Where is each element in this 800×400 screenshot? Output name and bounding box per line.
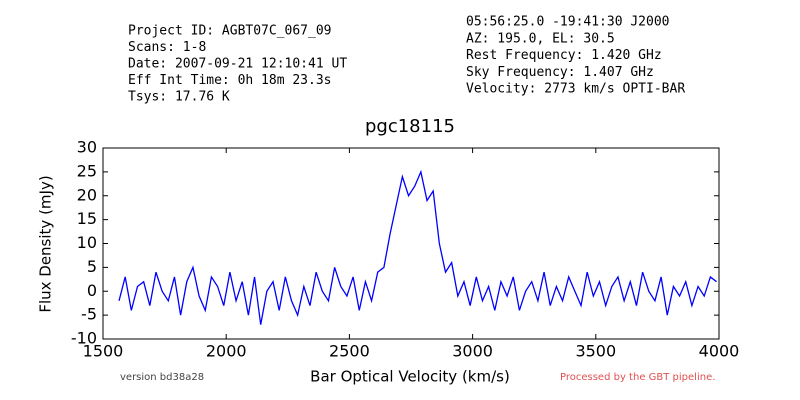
chart-title: pgc18115 [365, 116, 455, 137]
y-tick-label: 30 [77, 138, 97, 157]
header-line: Date: 2007-09-21 12:10:41 UT [128, 57, 347, 72]
y-tick-label: 20 [77, 185, 97, 204]
pipeline-note: Processed by the GBT pipeline. [560, 372, 715, 383]
x-tick-label: 2500 [329, 342, 370, 361]
y-tick-label: -5 [81, 305, 97, 324]
x-tick-label: 3500 [575, 342, 616, 361]
header-line: Tsys: 17.76 K [128, 90, 230, 105]
header-line: Sky Frequency: 1.407 GHz [466, 65, 654, 80]
header-line: AZ: 195.0, EL: 30.5 [466, 31, 615, 46]
spectrum-line [118, 169, 717, 325]
x-tick-label: 4000 [699, 342, 740, 361]
header-line: 05:56:25.0 -19:41:30 J2000 [466, 15, 670, 30]
x-tick-label: 3000 [452, 342, 493, 361]
header-line: Velocity: 2773 km/s OPTI-BAR [466, 82, 685, 97]
x-axis-label: Bar Optical Velocity (km/s) [310, 368, 510, 386]
x-tick-label: 2000 [206, 342, 247, 361]
header-line: Scans: 1-8 [128, 40, 206, 55]
y-tick-label: 5 [87, 257, 97, 276]
y-tick-label: 10 [77, 233, 97, 252]
x-tick-label: 1500 [83, 342, 124, 361]
y-tick-label: 15 [77, 209, 97, 228]
version-note: version bd38a28 [120, 372, 204, 383]
y-tick-label: -10 [71, 329, 97, 348]
y-axis-label: Flux Density (mJy) [37, 175, 55, 312]
header-line: Project ID: AGBT07C_067_09 [128, 24, 332, 39]
y-tick-label: 0 [87, 281, 97, 300]
y-tick-label: 25 [77, 161, 97, 180]
header-line: Eff Int Time: 0h 18m 23.3s [128, 73, 332, 88]
header-line: Rest Frequency: 1.420 GHz [466, 48, 662, 63]
